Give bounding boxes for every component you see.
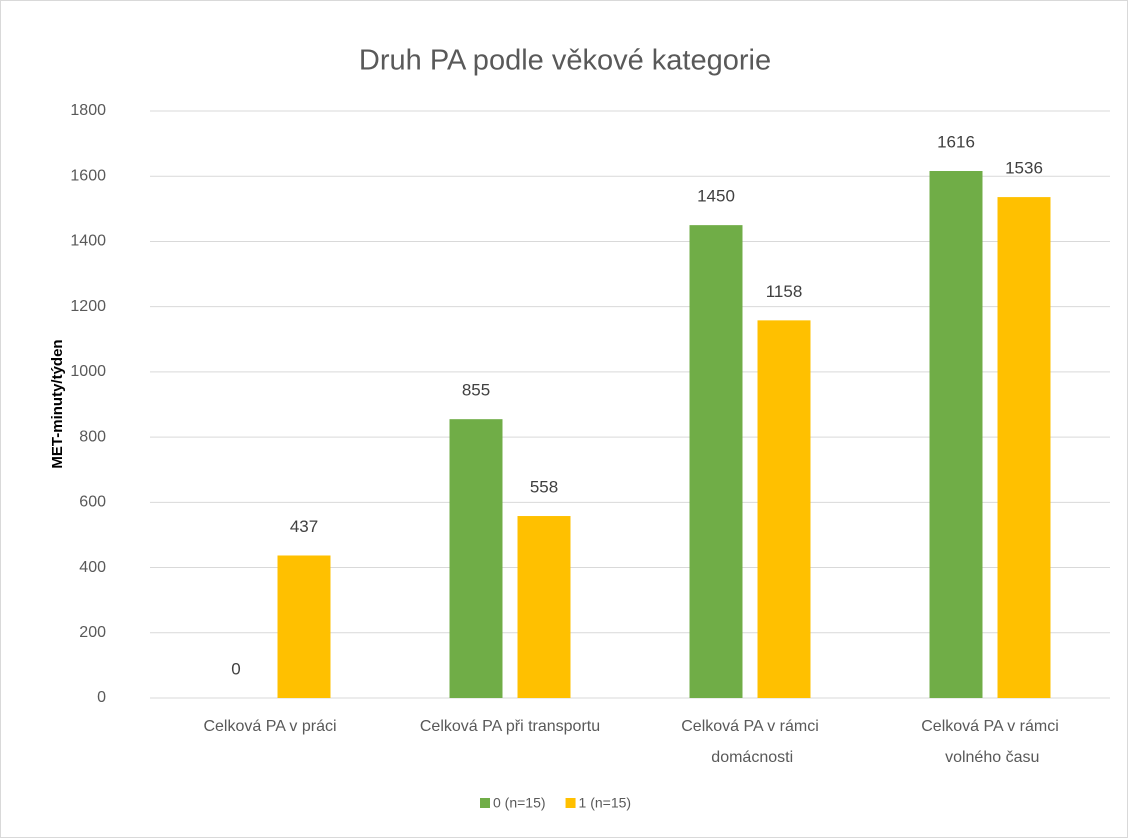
y-tick-label: 1200 xyxy=(70,298,106,315)
bar xyxy=(517,516,571,698)
bar xyxy=(449,419,503,698)
bar xyxy=(277,555,331,698)
y-tick-label: 1400 xyxy=(70,233,106,250)
y-tick-label: 1800 xyxy=(70,102,106,119)
bar xyxy=(757,320,811,698)
y-axis-label: MET-minuty/týden xyxy=(49,339,66,468)
data-label: 1450 xyxy=(697,187,735,206)
bar xyxy=(929,171,983,698)
x-tick-label: Celková PA v rámci volného času xyxy=(921,718,1059,766)
y-tick-label: 200 xyxy=(79,624,106,641)
y-tick-label: 800 xyxy=(79,428,106,445)
y-tick-label: 1000 xyxy=(70,363,106,380)
legend-label: 0 (n=15) xyxy=(493,795,546,811)
bar xyxy=(689,225,743,698)
bar xyxy=(997,197,1051,699)
legend-swatch xyxy=(565,798,576,808)
data-label: 437 xyxy=(290,517,318,536)
legend-swatch xyxy=(480,798,490,808)
data-label: 558 xyxy=(530,478,558,497)
x-tick-label: Celková PA v práci xyxy=(203,718,336,735)
chart-title: Druh PA podle věkové kategorie xyxy=(359,45,771,77)
y-tick-label: 400 xyxy=(79,559,106,576)
legend-label: 1 (n=15) xyxy=(579,795,632,811)
y-tick-label: 0 xyxy=(97,689,106,706)
x-tick-label: Celková PA při transportu xyxy=(420,718,600,735)
data-label: 1536 xyxy=(1005,159,1043,178)
y-tick-label: 600 xyxy=(79,494,106,511)
data-label: 0 xyxy=(231,659,240,678)
x-tick-label: Celková PA v rámci domácnosti xyxy=(681,718,819,766)
data-label: 1158 xyxy=(766,282,803,301)
y-tick-label: 1600 xyxy=(70,167,106,184)
data-label: 855 xyxy=(462,381,490,400)
data-label: 1616 xyxy=(937,132,975,151)
